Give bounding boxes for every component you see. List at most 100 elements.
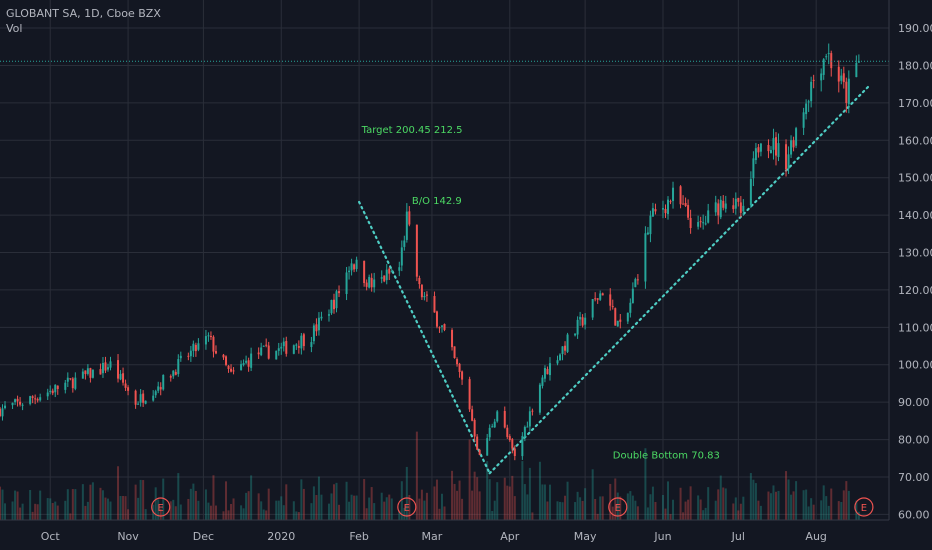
price-axis[interactable]: 60.00 70.00 80.00 90.00 100.00 110.00 120.00 13… bbox=[888, 0, 932, 550]
candle-body bbox=[611, 306, 614, 308]
volume-bar bbox=[19, 507, 22, 520]
volume-bar bbox=[350, 494, 353, 520]
candle-body bbox=[54, 384, 57, 393]
candle-body bbox=[687, 205, 690, 218]
volume-bar bbox=[830, 488, 833, 520]
candle-body bbox=[345, 272, 348, 294]
volume-bar bbox=[614, 478, 617, 520]
volume-bar bbox=[74, 489, 77, 520]
candle-body bbox=[684, 203, 687, 206]
symbol-title[interactable]: GLOBANT SA, 1D, Cboe BZX bbox=[6, 7, 161, 20]
earnings-marker[interactable]: E bbox=[151, 497, 171, 517]
candle-body bbox=[275, 350, 278, 360]
candle-body bbox=[561, 346, 564, 355]
volume-bar bbox=[69, 513, 72, 520]
volume-bar bbox=[197, 500, 200, 520]
candle-body bbox=[355, 259, 358, 269]
volume-bar bbox=[134, 484, 137, 520]
price-tick-label: 80.00 bbox=[898, 434, 930, 447]
volume-bar bbox=[722, 487, 725, 520]
candle-body bbox=[742, 205, 745, 212]
volume-bar bbox=[162, 478, 165, 520]
volume-bar bbox=[39, 490, 42, 520]
candle-body bbox=[722, 200, 725, 208]
volume-bar bbox=[820, 500, 823, 520]
candle-body bbox=[209, 335, 212, 338]
volume-bar bbox=[732, 503, 735, 520]
candle-body bbox=[267, 345, 270, 359]
candle-body bbox=[247, 360, 250, 367]
price-tick-label: 160.00 bbox=[898, 134, 932, 147]
volume-bar bbox=[802, 490, 805, 520]
price-tick-label: 110.00 bbox=[898, 321, 932, 334]
price-axis-panel bbox=[889, 0, 932, 550]
candle-body bbox=[473, 420, 476, 437]
volume-bar bbox=[330, 493, 333, 520]
candle-body bbox=[365, 282, 368, 287]
volume-bar bbox=[338, 504, 341, 520]
volume-bar bbox=[227, 510, 230, 520]
candle-body bbox=[212, 336, 215, 352]
candle-body bbox=[654, 209, 657, 212]
volume-bar bbox=[14, 490, 17, 520]
candle-body bbox=[265, 344, 268, 346]
volume-bar bbox=[117, 466, 120, 520]
candle-body bbox=[795, 128, 798, 146]
volume-bar bbox=[370, 487, 373, 520]
volume-bar bbox=[611, 506, 614, 520]
candle-body bbox=[493, 421, 496, 428]
volume-bar bbox=[355, 495, 358, 520]
double-bottom-annotation: Double Bottom 70.83 bbox=[613, 450, 720, 461]
candle-body bbox=[785, 144, 788, 170]
candle-body bbox=[134, 390, 137, 405]
candle-body bbox=[245, 360, 248, 363]
volume-bar bbox=[769, 493, 772, 520]
time-tick-label: Apr bbox=[500, 530, 520, 543]
candle-body bbox=[631, 288, 634, 304]
volume-bar bbox=[651, 486, 654, 520]
volume-bar bbox=[101, 490, 104, 520]
volume-bar bbox=[825, 496, 828, 520]
candle-body bbox=[230, 368, 233, 372]
volume-bar bbox=[209, 505, 212, 520]
candle-body bbox=[564, 345, 567, 351]
volume-bar bbox=[245, 492, 248, 520]
earnings-marker[interactable]: E bbox=[608, 497, 628, 517]
volume-bar bbox=[285, 484, 288, 520]
time-axis[interactable]: Oct Nov Dec 2020 Feb Mar Apr May Jun Jul Aug bbox=[0, 519, 889, 543]
candle-body bbox=[845, 81, 848, 103]
volume-indicator-label[interactable]: Vol bbox=[6, 22, 23, 35]
volume-bar bbox=[541, 484, 544, 520]
volume-bar bbox=[51, 503, 54, 520]
candle-body bbox=[528, 411, 531, 427]
candle-body bbox=[373, 279, 376, 288]
candle-body bbox=[300, 335, 303, 349]
candle-body bbox=[335, 291, 338, 309]
volume-bar bbox=[591, 469, 594, 520]
candle-body bbox=[433, 296, 436, 313]
volume-bar bbox=[790, 494, 793, 520]
earnings-marker[interactable]: E bbox=[397, 497, 417, 517]
volume-bar bbox=[679, 487, 682, 520]
candle-body bbox=[330, 299, 333, 314]
candle-body bbox=[752, 158, 755, 179]
candle-body bbox=[214, 351, 217, 354]
volume-bar bbox=[667, 481, 670, 520]
volume-bar bbox=[734, 497, 737, 520]
candle-body bbox=[383, 275, 386, 282]
volume-bar bbox=[89, 484, 92, 520]
volume-bar bbox=[795, 481, 798, 520]
volume-bar bbox=[144, 509, 147, 520]
candle-body bbox=[478, 449, 481, 455]
volume-bar bbox=[345, 481, 348, 520]
volume-bar bbox=[390, 498, 393, 520]
volume-bar bbox=[438, 508, 441, 520]
volume-bar bbox=[295, 511, 298, 520]
earnings-marker[interactable]: E bbox=[854, 497, 874, 517]
earnings-circle bbox=[854, 497, 874, 517]
chart-header: GLOBANT SA, 1D, Cboe BZX Vol bbox=[6, 6, 161, 36]
candle-body bbox=[39, 397, 42, 401]
candle-body bbox=[456, 359, 459, 365]
